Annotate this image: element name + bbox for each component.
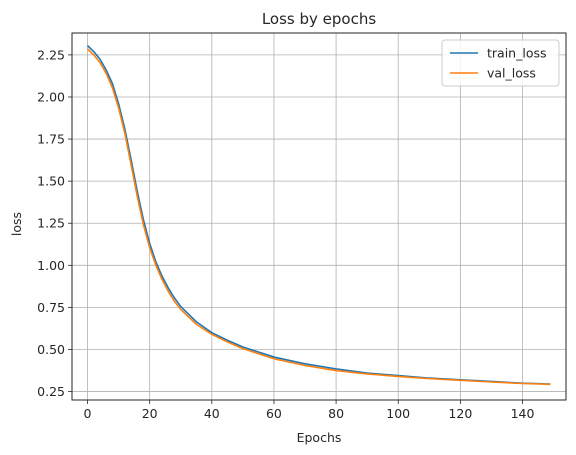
y-tick-label: 2.25 <box>37 47 65 62</box>
y-tick-label: 1.75 <box>37 132 65 147</box>
series-lines <box>86 45 551 386</box>
x-tick-label: 120 <box>448 406 472 421</box>
x-tick-label: 100 <box>386 406 410 421</box>
legend-label-train-loss: train_loss <box>487 46 547 61</box>
y-tick-label: 1.00 <box>37 258 65 273</box>
series-line-val-loss <box>86 48 551 386</box>
x-tick-label: 140 <box>511 406 535 421</box>
y-tick-label: 0.50 <box>37 342 65 357</box>
chart-title: Loss by epochs <box>262 10 377 28</box>
legend-box <box>441 39 560 87</box>
grid <box>72 33 566 400</box>
series-line-train-loss <box>86 45 551 385</box>
x-tick-label: 80 <box>328 406 344 421</box>
x-tick-label: 20 <box>142 406 158 421</box>
y-axis-ticks: 0.25 0.50 0.75 1.00 1.25 1.50 1.75 2.00 2.25 <box>37 47 72 399</box>
y-tick-label: 0.75 <box>37 300 65 315</box>
y-axis-label: loss <box>9 212 24 236</box>
y-tick-label: 1.50 <box>37 174 65 189</box>
legend-label-val-loss: val_loss <box>487 66 536 81</box>
x-axis-label: Epochs <box>297 430 342 445</box>
y-tick-label: 0.25 <box>37 384 65 399</box>
x-tick-label: 0 <box>84 406 92 421</box>
legend: train_loss val_loss <box>441 39 560 87</box>
x-tick-label: 60 <box>266 406 282 421</box>
plot-frame <box>71 32 567 401</box>
y-tick-label: 2.00 <box>37 89 65 104</box>
x-tick-label: 40 <box>204 406 220 421</box>
y-tick-label: 1.25 <box>37 216 65 231</box>
x-axis-ticks: 0 20 40 60 80 100 120 140 <box>84 400 535 421</box>
